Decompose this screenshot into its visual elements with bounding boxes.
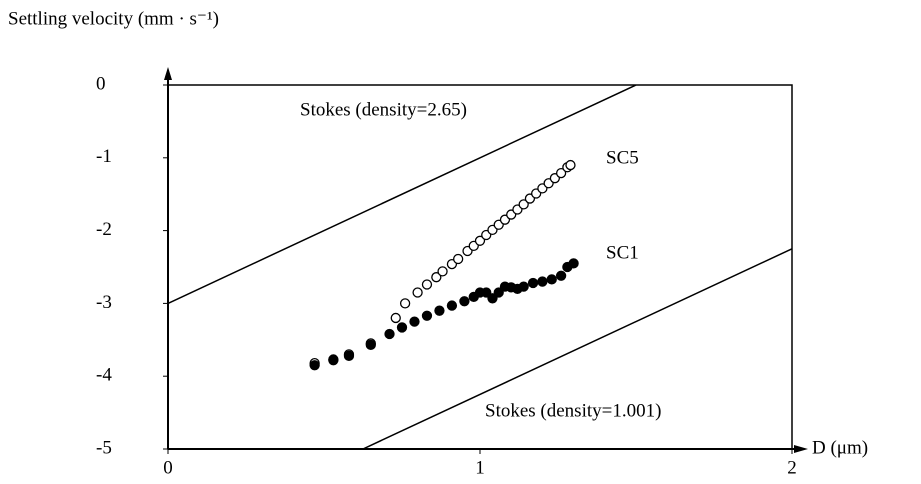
y-tick-label: 0 — [96, 73, 106, 94]
point — [390, 312, 401, 324]
point — [493, 287, 504, 298]
point — [421, 279, 433, 290]
point — [396, 322, 408, 333]
point — [459, 296, 470, 307]
point — [437, 266, 448, 277]
y-arrow — [164, 67, 172, 80]
point — [527, 277, 539, 289]
x-tick-label: 2 — [787, 457, 797, 478]
point — [343, 350, 355, 361]
point — [537, 276, 548, 287]
y-axis-title: Settling velocity (mm · s⁻¹) — [8, 8, 219, 29]
y-tick-label: -3 — [96, 292, 112, 313]
point — [384, 328, 395, 340]
point — [421, 310, 433, 321]
y-tick-label: -1 — [96, 146, 112, 167]
point — [555, 167, 567, 179]
point — [453, 253, 464, 265]
x-axis-title: D (μm) — [812, 437, 868, 458]
y-tick-label: -4 — [96, 365, 112, 386]
point — [409, 316, 420, 327]
point — [546, 274, 557, 285]
point — [328, 355, 339, 366]
point — [555, 270, 567, 281]
line-label: Stokes (density=2.65) — [300, 99, 467, 120]
x-tick-label: 0 — [163, 457, 173, 478]
point — [365, 339, 376, 351]
point — [412, 287, 423, 298]
point — [431, 272, 442, 283]
y-tick-label: -2 — [96, 219, 112, 240]
stokes-line — [362, 248, 792, 449]
point — [399, 298, 411, 309]
y-tick-label: -5 — [96, 437, 112, 458]
series-label: SC5 — [606, 147, 639, 168]
point — [309, 360, 320, 371]
point — [487, 293, 498, 304]
stokes-line — [168, 85, 637, 305]
point — [518, 199, 529, 210]
point — [568, 258, 579, 269]
series-label: SC1 — [606, 242, 639, 263]
line-label: Stokes (density=1.001) — [485, 400, 661, 421]
point — [434, 305, 445, 316]
x-tick-label: 1 — [475, 457, 485, 478]
point — [474, 235, 486, 246]
point — [481, 287, 492, 298]
point — [518, 281, 529, 292]
point — [565, 159, 576, 171]
point — [446, 300, 458, 311]
x-arrow — [794, 445, 808, 453]
